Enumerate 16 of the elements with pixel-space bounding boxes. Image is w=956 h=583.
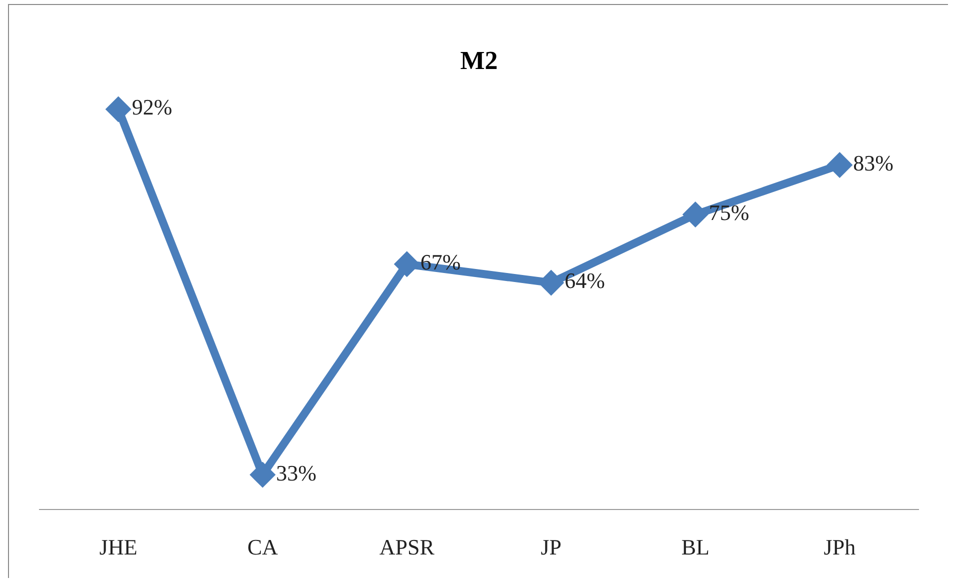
x-tick-label: CA <box>247 534 278 560</box>
data-label: 92% <box>132 94 172 120</box>
data-label: 64% <box>564 268 605 294</box>
point <box>250 462 276 488</box>
data-label: 83% <box>853 150 894 176</box>
x-tick-label: BL <box>681 534 710 560</box>
x-tick-label: JPh <box>824 534 856 560</box>
data-label: 75% <box>708 200 750 226</box>
data-label: 33% <box>276 460 316 486</box>
x-tick-label: JHE <box>99 534 138 560</box>
chart-title: M2 <box>460 46 498 76</box>
x-tick-label: APSR <box>379 534 435 560</box>
point <box>826 152 853 178</box>
point <box>105 96 132 122</box>
x-tick-label: JP <box>540 534 562 560</box>
point <box>682 202 708 228</box>
